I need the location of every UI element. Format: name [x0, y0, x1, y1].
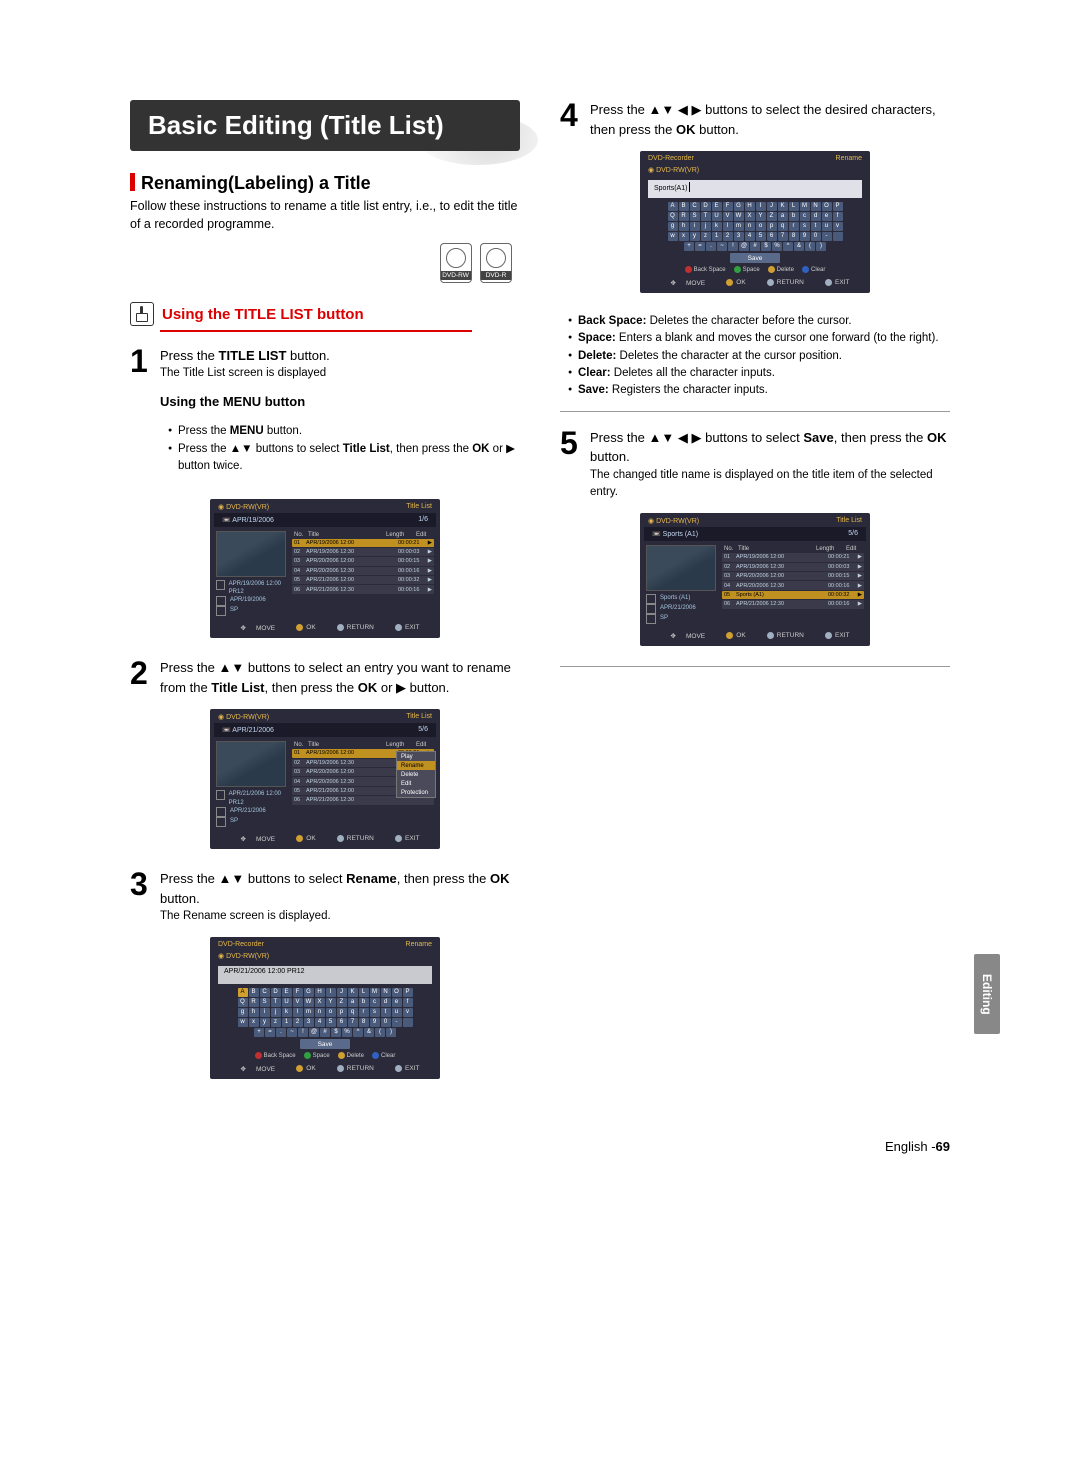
red-bar-icon [130, 173, 135, 191]
screenshot-title-list-3: ◉ DVD-RW(VR)Title List 📼 Sports (A1)5/6 … [640, 513, 870, 646]
page-footer: English -69 [130, 1139, 950, 1154]
screenshot-rename-2: DVD-RecorderRename ◉ DVD-RW(VR) Sports(A… [640, 151, 870, 293]
side-tab: Editing [974, 954, 1000, 1034]
screenshot-title-list-2: ◉ DVD-RW(VR)Title List 📼 APR/21/20065/6 … [210, 709, 440, 849]
section-heading: Renaming(Labeling) a Title [130, 173, 520, 194]
subheading-text: Using the TITLE LIST button [162, 306, 364, 323]
section-heading-text: Renaming(Labeling) a Title [141, 173, 371, 193]
rename-input: APR/21/2006 12:00 PR12 [218, 966, 432, 984]
step-1: 1 Press the TITLE LIST button. The Title… [130, 346, 520, 487]
thumbnail-icon [216, 531, 286, 577]
menu-subheading: Using the MENU button [160, 392, 520, 412]
step-number: 3 [130, 869, 154, 925]
step-2: 2 Press the ▲▼ buttons to select an entr… [130, 658, 520, 697]
step-number: 1 [130, 346, 154, 487]
screenshot-rename-1: DVD-RecorderRename ◉ DVD-RW(VR) APR/21/2… [210, 937, 440, 1079]
red-underline [160, 330, 472, 332]
subheading-row: Using the TITLE LIST button [130, 302, 520, 326]
intro-text: Follow these instructions to rename a ti… [130, 198, 520, 233]
step-number: 4 [560, 100, 584, 139]
remote-button-icon [130, 302, 154, 326]
rename-input: Sports(A1) [648, 180, 862, 198]
dvd-rw-icon: DVD-RW [440, 243, 472, 283]
disc-compatibility-icons: DVD-RW DVD-R [138, 243, 512, 288]
screenshot-title-list-1: ◉ DVD-RW(VR)Title List 📼 APR/19/20061/6 … [210, 499, 440, 639]
key-function-notes: Back Space: Deletes the character before… [560, 313, 950, 399]
right-column: 4 Press the ▲▼ ◀ ▶ buttons to select the… [560, 100, 950, 1099]
main-title: Basic Editing (Title List) [130, 100, 520, 151]
step-number: 2 [130, 658, 154, 697]
context-menu-popup: Play Rename Delete Edit Protection [396, 751, 436, 798]
menu-bullets: Press the MENU button. Press the ▲▼ butt… [160, 423, 520, 475]
step-5: 5 Press the ▲▼ ◀ ▶ buttons to select Sav… [560, 428, 950, 502]
left-column: Basic Editing (Title List) Renaming(Labe… [130, 100, 520, 1099]
step-4: 4 Press the ▲▼ ◀ ▶ buttons to select the… [560, 100, 950, 139]
step-number: 5 [560, 428, 584, 502]
step-3: 3 Press the ▲▼ buttons to select Rename,… [130, 869, 520, 925]
dvd-r-icon: DVD-R [480, 243, 512, 283]
